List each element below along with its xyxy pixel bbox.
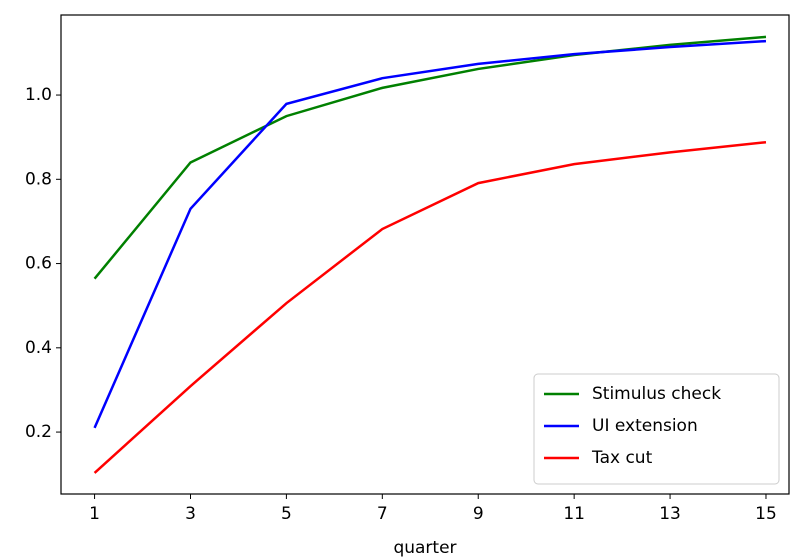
x-tick-label: 15 [755,504,777,524]
y-tick-label: 0.2 [25,422,52,442]
y-tick-label: 0.6 [25,254,52,274]
series-line [93,39,767,429]
y-tick-label: 0.4 [25,338,52,358]
x-tick-label: 3 [185,504,196,524]
legend-label: UI extension [592,416,698,436]
x-tick-label: 1 [89,504,100,524]
series-line [93,35,767,280]
x-tick-label: 7 [377,504,388,524]
plot-frame [60,14,790,495]
x-tick-label: 13 [659,504,681,524]
x-tick-label: 11 [563,504,585,524]
legend-label: Stimulus check [592,384,721,404]
x-tick-label: 9 [473,504,484,524]
legend-label: Tax cut [591,448,653,468]
x-axis-label: quarter [393,538,456,558]
series-line [93,140,767,474]
y-tick-label: 0.8 [25,169,52,189]
x-tick-label: 5 [281,504,292,524]
legend-box [533,373,780,485]
y-tick-label: 1.0 [25,85,52,105]
